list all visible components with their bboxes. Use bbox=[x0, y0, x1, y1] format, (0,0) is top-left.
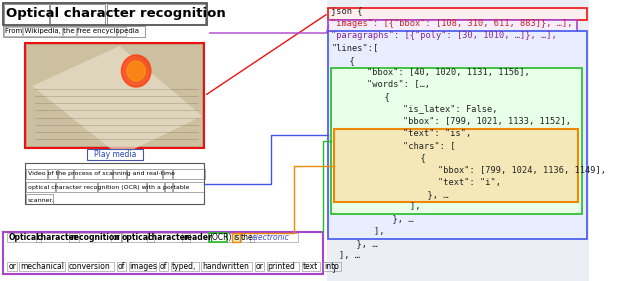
Text: "bbox": [40, 1020, 1131, 1156],: "bbox": [40, 1020, 1131, 1156], bbox=[346, 68, 530, 77]
Text: character: character bbox=[148, 233, 189, 242]
Text: or: or bbox=[256, 262, 264, 271]
Text: ], …: ], … bbox=[339, 251, 360, 260]
Text: "chars": [: "chars": [ bbox=[361, 141, 455, 150]
Text: is: is bbox=[233, 233, 239, 242]
Text: reader: reader bbox=[183, 233, 212, 242]
Text: "bbox": [799, 1024, 1136, 1149],: "bbox": [799, 1024, 1136, 1149], bbox=[375, 166, 606, 175]
Text: into: into bbox=[324, 262, 339, 271]
FancyBboxPatch shape bbox=[334, 129, 578, 202]
FancyBboxPatch shape bbox=[326, 0, 589, 281]
Text: mechanical: mechanical bbox=[20, 262, 64, 271]
FancyBboxPatch shape bbox=[232, 233, 240, 242]
Text: images: images bbox=[130, 262, 157, 271]
FancyBboxPatch shape bbox=[3, 26, 145, 37]
Text: }, …: }, … bbox=[361, 214, 413, 223]
Text: handwritten: handwritten bbox=[202, 262, 249, 271]
Text: (OCR): (OCR) bbox=[210, 233, 232, 242]
Text: "text": "is",: "text": "is", bbox=[361, 129, 471, 138]
Text: "words": […,: "words": […, bbox=[346, 80, 430, 89]
Text: }, …: }, … bbox=[346, 239, 378, 248]
FancyBboxPatch shape bbox=[25, 163, 204, 204]
Circle shape bbox=[127, 61, 145, 81]
Text: "paragraphs": [{"poly": [30, 1010, …]}, …],: "paragraphs": [{"poly": [30, 1010, …]}, … bbox=[332, 31, 557, 40]
Text: "bbox": [799, 1021, 1133, 1152],: "bbox": [799, 1021, 1133, 1152], bbox=[361, 117, 571, 126]
Text: json {: json { bbox=[332, 7, 363, 16]
FancyBboxPatch shape bbox=[25, 43, 204, 148]
Text: conversion: conversion bbox=[69, 262, 111, 271]
Text: From Wikipedia, the free encyclopedia: From Wikipedia, the free encyclopedia bbox=[4, 28, 139, 35]
FancyBboxPatch shape bbox=[332, 68, 582, 214]
Text: {: { bbox=[339, 56, 355, 65]
Text: {: { bbox=[368, 153, 426, 162]
Text: }: } bbox=[332, 263, 337, 272]
Text: optical: optical bbox=[122, 233, 151, 242]
Text: }, …: }, … bbox=[375, 190, 449, 199]
Text: optical character recognition (OCR) with a portable: optical character recognition (OCR) with… bbox=[28, 185, 189, 189]
Text: scanner.: scanner. bbox=[28, 198, 54, 203]
Text: electronic: electronic bbox=[251, 233, 289, 242]
Text: Optical character recognition: Optical character recognition bbox=[6, 8, 226, 21]
Text: {: { bbox=[353, 92, 390, 101]
FancyBboxPatch shape bbox=[3, 3, 207, 25]
Text: or: or bbox=[112, 233, 120, 242]
Text: of: of bbox=[118, 262, 125, 271]
Text: text: text bbox=[303, 262, 318, 271]
Text: "images": [{"bbox": [108, 310, 611, 883]}, …],: "images": [{"bbox": [108, 310, 611, 883]… bbox=[332, 19, 573, 28]
Circle shape bbox=[122, 55, 151, 87]
FancyBboxPatch shape bbox=[27, 45, 202, 146]
Text: ],: ], bbox=[368, 202, 420, 211]
Text: "lines":[: "lines":[ bbox=[332, 44, 378, 53]
Text: printed: printed bbox=[268, 262, 296, 271]
Text: recognition: recognition bbox=[70, 233, 120, 242]
FancyBboxPatch shape bbox=[88, 149, 143, 160]
Text: the: the bbox=[241, 233, 253, 242]
FancyBboxPatch shape bbox=[328, 31, 587, 239]
Text: "is_latex": False,: "is_latex": False, bbox=[361, 105, 497, 114]
FancyBboxPatch shape bbox=[328, 20, 577, 32]
Text: or: or bbox=[8, 262, 16, 271]
FancyBboxPatch shape bbox=[0, 0, 326, 281]
FancyBboxPatch shape bbox=[3, 232, 323, 274]
Text: of: of bbox=[160, 262, 168, 271]
Text: Optical: Optical bbox=[8, 233, 39, 242]
Text: "text": "i",: "text": "i", bbox=[375, 178, 501, 187]
Text: typed,: typed, bbox=[172, 262, 196, 271]
Polygon shape bbox=[32, 46, 202, 156]
Text: character: character bbox=[36, 233, 79, 242]
FancyBboxPatch shape bbox=[328, 8, 587, 20]
Text: Video of the process of scanning and real-time: Video of the process of scanning and rea… bbox=[28, 171, 175, 176]
Text: Play media: Play media bbox=[94, 150, 136, 159]
Text: ],: ], bbox=[353, 226, 385, 235]
